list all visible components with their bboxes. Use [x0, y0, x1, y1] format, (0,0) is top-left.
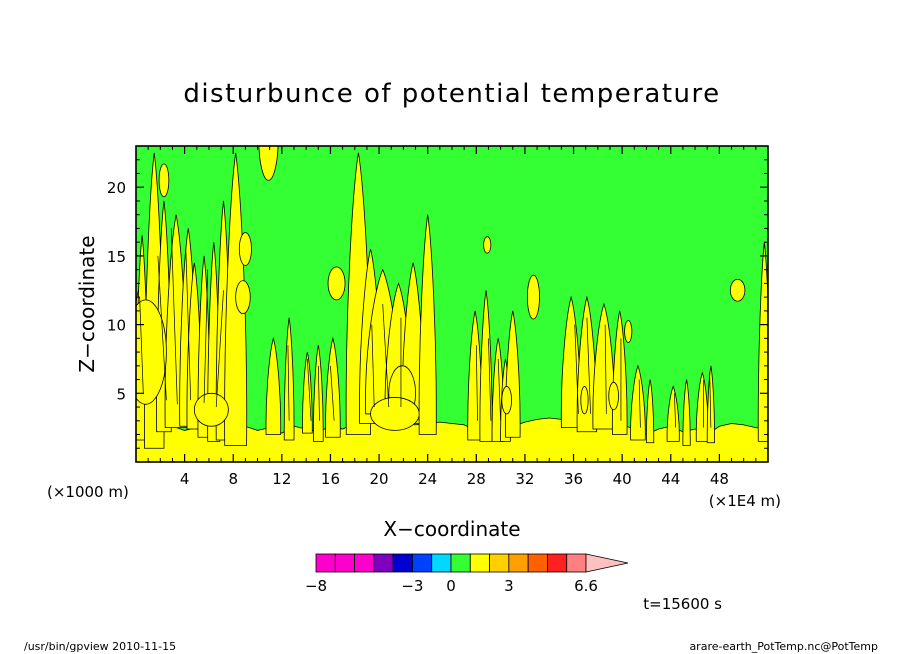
contour-line: [475, 345, 478, 421]
contour-blob: [501, 386, 512, 415]
x-tick-label: 28: [467, 470, 486, 488]
contour-line: [382, 303, 390, 408]
colorbar-bin: [354, 553, 375, 573]
colorbar-tick-label: 0: [446, 577, 456, 595]
colorbar-bin: [566, 553, 587, 573]
x-tick-label: 4: [180, 470, 190, 488]
footer-right: arare-earth_PotTemp.nc@PotTemp: [689, 640, 878, 653]
y-tick-label: 5: [116, 385, 126, 403]
contour-plume: [630, 364, 646, 441]
contour-blob: [136, 299, 167, 405]
x-axis-title: X−coordinate: [383, 517, 520, 541]
contour-plume: [682, 379, 691, 446]
colorbar-bin: [373, 553, 394, 573]
contour-blob: [483, 236, 492, 254]
y-axis-title: Z−coordinate: [75, 235, 99, 372]
plot-area: [135, 145, 769, 463]
contour-line: [488, 338, 492, 421]
colorbar-bin: [489, 553, 510, 573]
x-tick-label: 20: [370, 470, 389, 488]
contour-line: [185, 249, 192, 401]
contour-blob: [158, 163, 170, 198]
contour-blob: [526, 274, 540, 320]
contour-blob: [235, 280, 251, 315]
contour-plume: [313, 345, 324, 442]
contour-line: [604, 324, 607, 414]
contour-blob: [624, 320, 633, 343]
contour-blob: [580, 386, 589, 415]
contour-line: [287, 345, 290, 421]
contour-line: [203, 269, 209, 403]
contour-plume: [418, 214, 437, 435]
contour-line: [317, 365, 320, 421]
colorbar-bin: [547, 553, 568, 573]
contour-plume: [666, 385, 680, 442]
x-tick-label: 16: [321, 470, 340, 488]
contour-line: [497, 358, 501, 421]
x-tick-label: 44: [661, 470, 680, 488]
colorbar-extend-arrow: [585, 553, 629, 573]
colorbar-tick-label: −3: [401, 577, 423, 595]
x-tick-label: 36: [564, 470, 583, 488]
footer-left: /usr/bin/gpview 2010-11-15: [24, 640, 176, 653]
colorbar-bin: [527, 553, 548, 573]
contour-line: [586, 317, 591, 414]
contour-blob: [193, 392, 229, 427]
y-axis-unit: (×1000 m): [47, 483, 129, 501]
contour-plume: [646, 379, 655, 444]
contour-blob: [327, 266, 346, 301]
colorbar-ticks: −8 −3 0 3 6.6: [305, 577, 598, 595]
contour-blob: [238, 232, 252, 266]
contour-blob: [729, 278, 746, 302]
chart-title: disturbunce of potential temperature: [183, 79, 720, 109]
contour-plume: [302, 351, 313, 434]
colorbar: [315, 553, 629, 573]
x-tick-label: 32: [515, 470, 534, 488]
contour-line: [170, 228, 178, 405]
contour-plume: [325, 336, 341, 438]
colorbar-bin: [450, 553, 471, 573]
x-tick-label: 8: [228, 470, 238, 488]
colorbar-bin: [469, 553, 490, 573]
y-tick-label: 20: [107, 179, 126, 197]
contour-line: [157, 255, 167, 401]
colorbar-tick-label: 3: [504, 577, 514, 595]
contour-line: [139, 297, 144, 394]
colorbar-tick-label: 6.6: [574, 577, 598, 595]
x-tick-label: 12: [272, 470, 291, 488]
time-label: t=15600 s: [643, 595, 722, 613]
contour-plume: [479, 290, 493, 442]
contour-plume: [265, 336, 282, 435]
contour-line: [674, 393, 676, 428]
contour-line: [307, 358, 312, 421]
colorbar-bin: [412, 553, 433, 573]
y-axis: 5 10 15 20: [107, 159, 768, 449]
colorbar-bin: [392, 553, 413, 573]
contour-plume: [706, 365, 715, 444]
x-axis: 4 8 12 16 20 24 28 32 36 40 44 48: [147, 146, 757, 488]
contour-plume: [283, 317, 295, 441]
y-tick-label: 10: [107, 317, 126, 335]
x-tick-label: 24: [418, 470, 437, 488]
colorbar-bin: [315, 553, 336, 573]
colorbar-bin: [508, 553, 529, 573]
contour-line: [709, 372, 712, 428]
colorbar-bin: [431, 553, 452, 573]
y-tick-label: 15: [107, 248, 126, 266]
contour-line: [330, 365, 335, 421]
contour-line: [574, 324, 579, 414]
contour-blob: [608, 381, 619, 411]
x-tick-label: 40: [613, 470, 632, 488]
contour-blob: [370, 397, 420, 431]
colorbar-bin: [334, 553, 355, 573]
contour-line: [215, 290, 224, 408]
x-tick-label: 48: [710, 470, 729, 488]
contour-line: [371, 324, 375, 408]
contour-field: [136, 146, 768, 462]
contour-line: [638, 379, 641, 428]
x-axis-unit: (×1E4 m): [709, 492, 781, 510]
colorbar-tick-label: −8: [305, 577, 327, 595]
contour-blob: [258, 146, 279, 181]
